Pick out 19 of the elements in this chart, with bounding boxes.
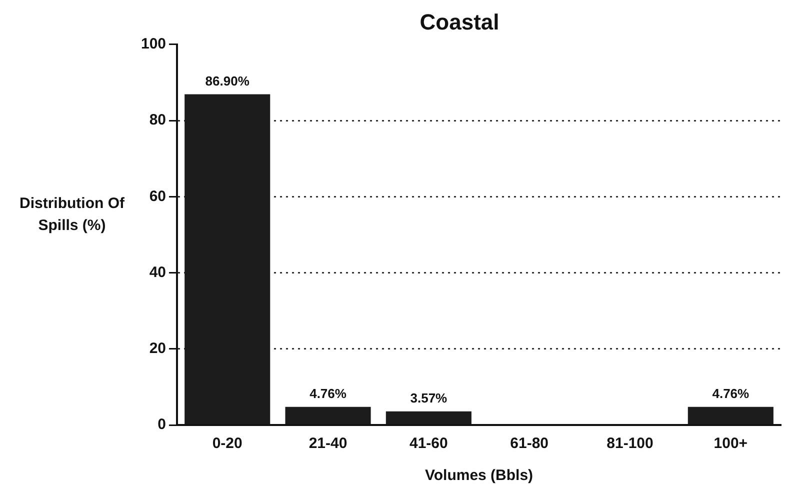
data-label: 4.76%	[712, 386, 750, 401]
x-tick-label: 0-20	[212, 435, 242, 452]
y-tick-label: 60	[149, 188, 166, 205]
y-axis-title: Distribution Of Spills (%)	[18, 194, 126, 236]
data-label: 3.57%	[410, 390, 448, 406]
y-tick-label: 100	[140, 36, 166, 53]
x-tick-label: 61-80	[510, 435, 549, 452]
y-tick-label: 40	[149, 264, 166, 281]
y-tick-label: 20	[149, 340, 166, 358]
chart-title: Coastal	[420, 9, 500, 34]
data-label: 86.90%	[205, 73, 250, 88]
x-tick-label: 100+	[714, 435, 748, 452]
x-tick-label: 41-60	[409, 435, 448, 452]
y-tick-label: 0	[158, 416, 166, 434]
x-axis-title: Volumes (Bbls)	[424, 467, 534, 484]
data-label: 4.76%	[310, 386, 347, 401]
x-tick-label: 81-100	[606, 435, 654, 452]
x-tick-label: 21-40	[308, 435, 348, 452]
y-tick-label: 80	[149, 112, 166, 129]
